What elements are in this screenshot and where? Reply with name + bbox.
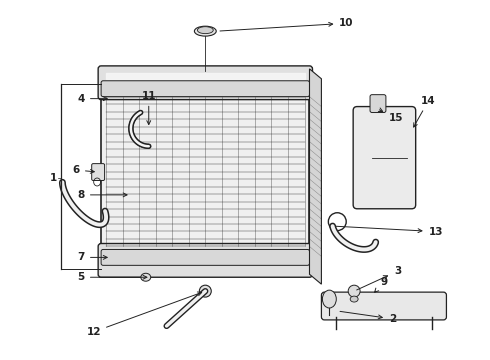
FancyBboxPatch shape <box>101 249 310 265</box>
Text: 3: 3 <box>357 266 401 290</box>
Text: 10: 10 <box>220 18 354 31</box>
Text: 2: 2 <box>340 311 396 324</box>
Text: 5: 5 <box>77 272 147 282</box>
Ellipse shape <box>348 285 360 297</box>
FancyBboxPatch shape <box>321 292 446 320</box>
Ellipse shape <box>197 27 213 33</box>
Polygon shape <box>310 69 321 284</box>
Text: 13: 13 <box>335 226 443 237</box>
Ellipse shape <box>322 290 336 308</box>
Text: 4: 4 <box>77 94 107 104</box>
Text: 1: 1 <box>50 173 57 183</box>
FancyBboxPatch shape <box>92 164 104 180</box>
FancyBboxPatch shape <box>98 66 313 100</box>
Ellipse shape <box>350 296 358 302</box>
Ellipse shape <box>195 26 216 36</box>
FancyBboxPatch shape <box>370 95 386 113</box>
Text: 9: 9 <box>375 277 388 292</box>
FancyBboxPatch shape <box>98 243 313 277</box>
FancyBboxPatch shape <box>353 107 416 209</box>
Ellipse shape <box>141 273 151 281</box>
Polygon shape <box>101 69 310 274</box>
Text: 14: 14 <box>414 96 436 127</box>
Text: 11: 11 <box>142 91 156 125</box>
FancyBboxPatch shape <box>101 81 310 96</box>
Text: 12: 12 <box>87 292 202 337</box>
Text: 15: 15 <box>378 108 403 123</box>
Text: 8: 8 <box>77 190 127 200</box>
Text: 7: 7 <box>77 252 107 262</box>
Text: 6: 6 <box>73 165 94 175</box>
Ellipse shape <box>199 285 211 297</box>
